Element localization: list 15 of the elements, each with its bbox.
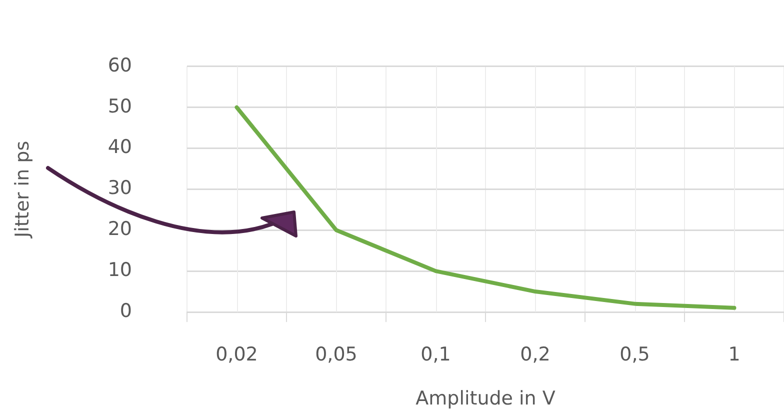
x-tick-label: 0,1 [420, 343, 451, 366]
y-tick-label: 10 [108, 259, 132, 282]
x-axis-title: Amplitude in V [416, 388, 556, 410]
x-tick-label: 0,02 [216, 343, 258, 366]
x-tick-label: 0,5 [620, 343, 650, 366]
y-tick-label: 40 [108, 136, 132, 158]
y-tick-label: 50 [108, 95, 132, 118]
y-tick-label: 60 [108, 54, 132, 76]
y-tick-label: 30 [108, 177, 132, 200]
x-tick-label: 1 [728, 343, 740, 366]
x-tick-label: 0,2 [520, 343, 550, 366]
x-tick-label: 0,05 [315, 343, 358, 366]
y-axis-title: Jitter in ps [11, 140, 34, 239]
y-tick-label: 20 [108, 218, 132, 240]
y-tick-label: 0 [120, 300, 132, 322]
